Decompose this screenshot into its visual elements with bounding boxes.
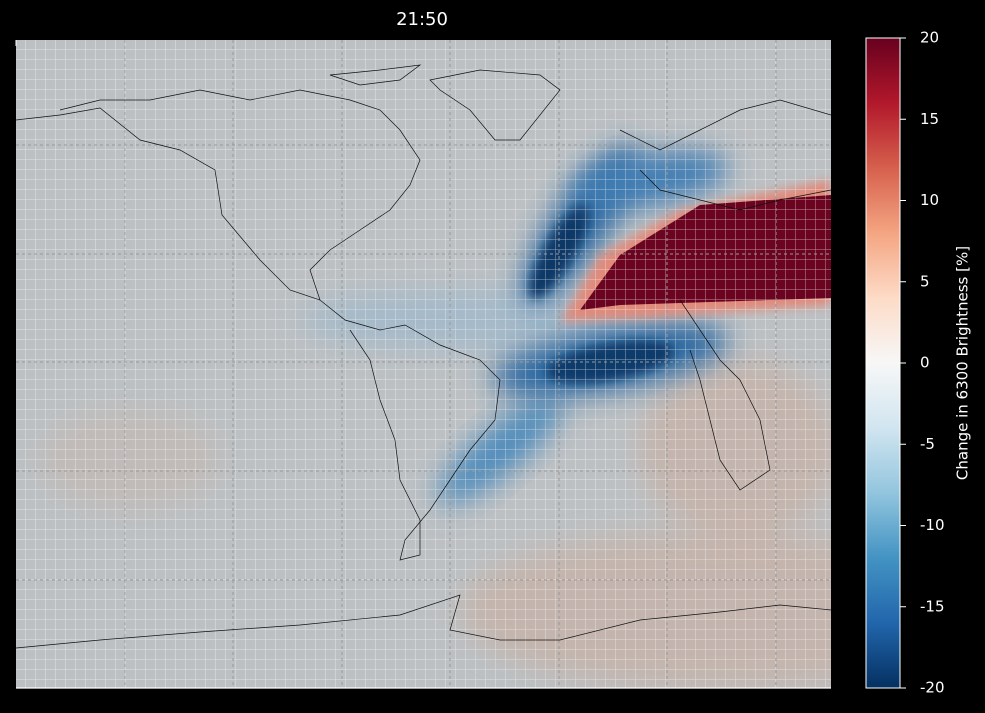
map <box>16 40 831 688</box>
colorbar-tick-label: -10 <box>920 516 945 534</box>
colorbar: -20 -15 -10 -5 0 5 10 15 20 <box>865 29 945 697</box>
colorbar-tick-label: -20 <box>920 679 945 697</box>
colorbar-tick-label: 5 <box>920 272 930 290</box>
title: 21:50 <box>396 9 448 30</box>
colorbar-tick-label: -15 <box>920 597 945 615</box>
colorbar-tick-label: 20 <box>920 29 939 47</box>
colorbar-tick-label: 0 <box>920 354 930 372</box>
colorbar-gradient <box>865 37 901 689</box>
coastlines <box>16 64 831 649</box>
colorbar-tick-label: -5 <box>920 435 935 453</box>
colorbar-tick-label: 15 <box>920 110 939 128</box>
colorbar-tick-label: 10 <box>920 191 939 209</box>
colorbar-label: Change in 6300 Brightness [%] <box>954 246 972 480</box>
